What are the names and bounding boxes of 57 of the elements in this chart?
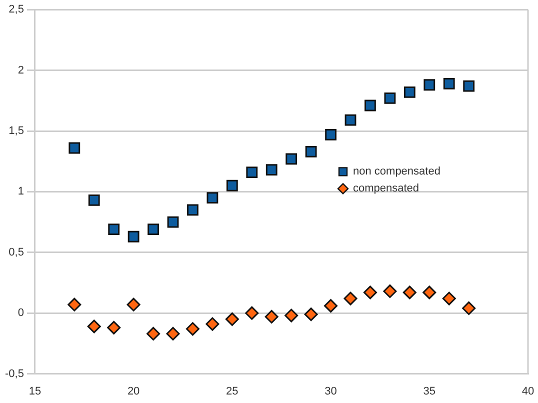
point xyxy=(88,194,100,206)
point xyxy=(206,317,220,331)
point xyxy=(128,230,140,242)
x-tick-label: 15 xyxy=(28,385,42,398)
point xyxy=(87,320,101,334)
y-tick-label: 0,5 xyxy=(8,246,24,258)
y-tick-label: -0,5 xyxy=(4,368,24,380)
y-tick-label: 1 xyxy=(18,186,24,198)
point xyxy=(384,92,396,104)
point xyxy=(443,78,455,90)
point xyxy=(148,224,159,236)
legend-label: compensated xyxy=(353,182,420,195)
point xyxy=(246,166,258,178)
point xyxy=(363,286,377,300)
point xyxy=(344,114,356,126)
point xyxy=(324,299,338,313)
point xyxy=(166,326,180,340)
point xyxy=(108,224,120,236)
point xyxy=(68,142,80,154)
point xyxy=(245,306,259,320)
point xyxy=(68,298,82,312)
point xyxy=(107,320,121,334)
point xyxy=(383,284,397,298)
x-tick-label: 30 xyxy=(324,385,337,398)
point xyxy=(167,216,179,228)
point xyxy=(463,80,475,92)
point xyxy=(225,312,239,326)
point xyxy=(404,86,416,98)
point xyxy=(304,308,318,322)
point xyxy=(286,153,298,165)
point xyxy=(344,292,358,306)
point xyxy=(305,146,317,158)
legend-label: non compensated xyxy=(353,166,440,178)
point xyxy=(206,192,218,204)
point xyxy=(186,322,200,336)
point xyxy=(226,180,238,192)
y-tick-label: 2,5 xyxy=(8,4,24,16)
y-tick-label: 1,5 xyxy=(8,125,24,138)
point xyxy=(264,310,278,324)
point xyxy=(422,286,436,300)
y-tick-label: 2 xyxy=(18,64,24,76)
x-tick-label: 25 xyxy=(226,385,238,398)
point xyxy=(442,292,456,306)
point xyxy=(284,308,298,322)
point xyxy=(325,128,336,140)
point xyxy=(146,326,160,340)
point xyxy=(364,100,376,112)
x-tick-label: 20 xyxy=(127,385,140,398)
point xyxy=(424,79,436,91)
y-tick-label: 0 xyxy=(18,307,24,320)
x-tick-label: 40 xyxy=(522,385,534,398)
point xyxy=(462,301,476,315)
point xyxy=(402,286,416,300)
point xyxy=(126,298,140,312)
x-tick-label: 35 xyxy=(423,385,436,398)
point xyxy=(187,204,198,216)
point xyxy=(266,164,278,176)
